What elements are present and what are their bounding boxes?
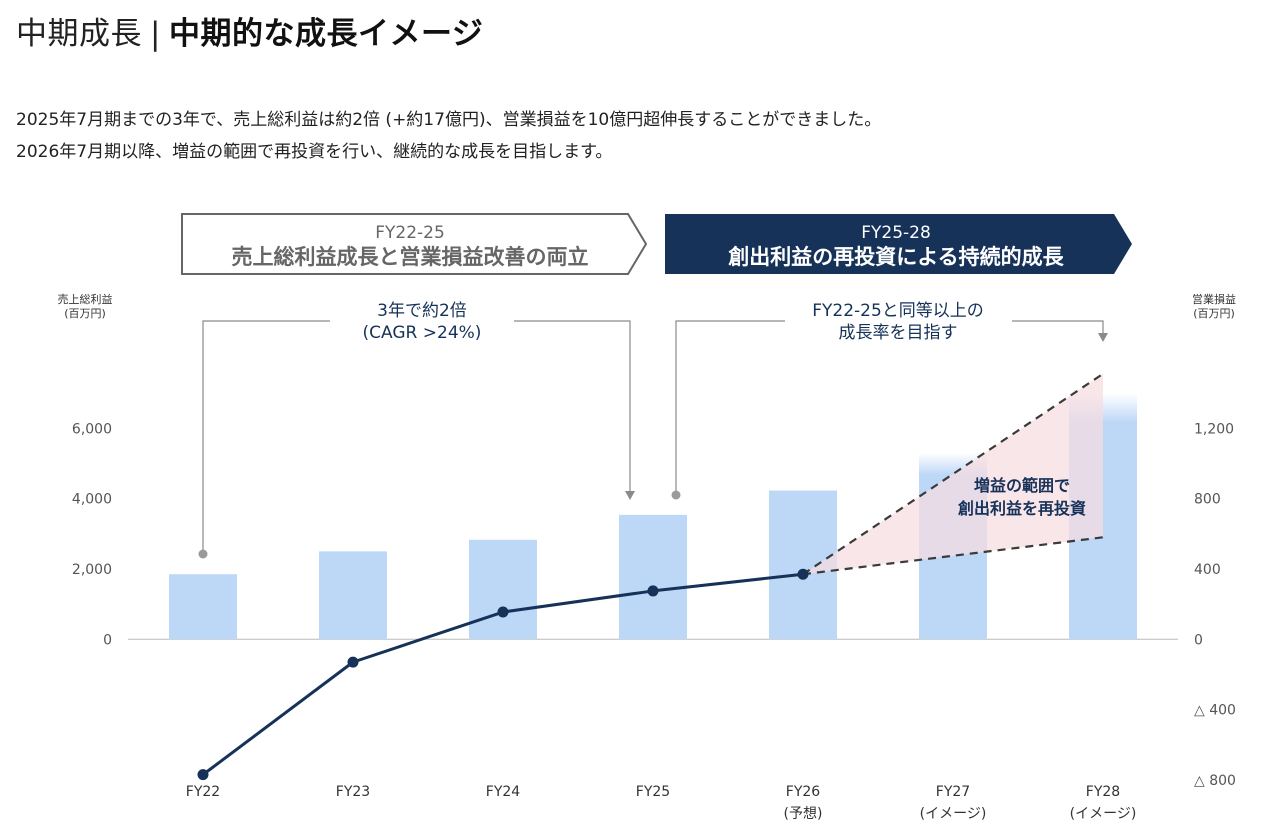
left-axis-title: 売上総利益 <box>58 292 113 306</box>
callout-left-text-1: 3年で約2倍 <box>377 301 467 321</box>
category-label: FY22 <box>186 784 220 800</box>
right-axis-unit: (百万円) <box>1193 307 1235 320</box>
category-label: FY25 <box>636 784 670 800</box>
callout-right-text-1: FY22-25と同等以上の <box>812 301 984 321</box>
callout-right-text-2: 成長率を目指す <box>839 323 958 343</box>
bar-fy22 <box>169 574 237 640</box>
callout-left-arrowhead <box>625 491 635 500</box>
bar-fy23 <box>319 551 387 640</box>
right-axis-tick: 0 <box>1194 632 1203 648</box>
left-axis-unit: (百万円) <box>64 307 106 320</box>
right-axis-tick: 400 <box>1194 562 1221 578</box>
right-axis-tick: 1,200 <box>1194 421 1234 437</box>
title-separator: | <box>150 16 161 52</box>
category-label: FY24 <box>486 784 521 800</box>
right-axis-ticks: △ 800 △ 400 0 400 800 1,200 <box>1194 421 1236 789</box>
callout-left-text-2: (CAGR >24%) <box>363 323 482 343</box>
right-axis-tick: △ 400 <box>1194 703 1236 719</box>
callout-fy22-25: 3年で約2倍 (CAGR >24%) <box>198 301 635 559</box>
callout-right-line-a <box>675 320 785 493</box>
projection-upper-dash <box>802 372 1104 576</box>
bar-fy25 <box>619 514 687 640</box>
left-axis-ticks: 0 2,000 4,000 6,000 <box>72 421 112 648</box>
callout-right-line-b <box>1012 320 1104 333</box>
right-axis-tick: △ 800 <box>1194 773 1236 789</box>
callout-left-line-b <box>514 320 631 492</box>
reinvest-label-2: 創出利益を再投資 <box>957 499 1086 518</box>
line-point-fy25 <box>647 585 659 597</box>
phase-banner-2-main: 創出利益の再投資による持続的成長 <box>728 245 1064 269</box>
callout-left-dot <box>198 549 208 559</box>
left-axis-tick: 2,000 <box>72 562 112 578</box>
operating-profit-line <box>197 568 809 781</box>
category-note: (イメージ) <box>1070 806 1137 822</box>
category-note: (イメージ) <box>920 806 987 822</box>
title-main: 中期的な成長イメージ <box>168 16 484 52</box>
description-line-2: 2026年7月期以降、増益の範囲で再投資を行い、継続的な成長を目指します。 <box>16 142 613 162</box>
page-title: 中期成長 | 中期的な成長イメージ <box>16 14 483 54</box>
left-axis-tick: 4,000 <box>72 492 112 508</box>
left-axis-tick: 0 <box>103 632 112 648</box>
category-label: FY26 <box>786 784 821 800</box>
reinvest-label-1: 増益の範囲で <box>974 476 1070 495</box>
phase-banner-1-main: 売上総利益成長と営業損益改善の両立 <box>232 245 589 269</box>
category-label: FY23 <box>336 784 370 800</box>
bar-fy24 <box>469 539 537 640</box>
callout-right-dot <box>671 490 681 500</box>
projection-cone <box>802 372 1104 576</box>
left-axis-tick: 6,000 <box>72 421 112 437</box>
line-point-fy22 <box>197 769 209 781</box>
title-section: 中期成長 <box>16 16 142 52</box>
category-note: (予想) <box>784 806 823 822</box>
description-line-1: 2025年7月期までの3年で、売上総利益は約2倍 (+約17億円)、営業損益を1… <box>16 110 882 130</box>
callout-fy25-28: FY22-25と同等以上の 成長率を目指す <box>671 301 1108 500</box>
line-point-fy26 <box>797 568 809 580</box>
right-axis-tick: 800 <box>1194 492 1221 508</box>
line-point-fy23 <box>347 656 359 668</box>
callout-left-line-a <box>202 320 330 551</box>
phase-banner-2-sub: FY25-28 <box>861 223 931 243</box>
line-point-fy24 <box>497 606 509 618</box>
phase-banner-1-sub: FY22-25 <box>375 223 445 243</box>
category-labels: FY22 FY23 FY24 FY25 FY26 (予想) FY27 (イメージ) FY28 (イ… <box>186 784 1137 822</box>
phase-banner-2-arrow <box>665 214 1132 274</box>
phase-banner-2: FY25-28 創出利益の再投資による持続的成長 <box>665 214 1132 274</box>
phase-banner-1-arrow <box>181 213 648 275</box>
category-label: FY27 <box>936 784 970 800</box>
callout-right-arrowhead <box>1098 333 1108 342</box>
category-label: FY28 <box>1086 784 1120 800</box>
phase-banner-1: FY22-25 売上総利益成長と営業損益改善の両立 <box>181 213 648 275</box>
description: 2025年7月期までの3年で、売上総利益は約2倍 (+約17億円)、営業損益を1… <box>16 104 881 168</box>
right-axis-title: 営業損益 <box>1192 292 1236 306</box>
